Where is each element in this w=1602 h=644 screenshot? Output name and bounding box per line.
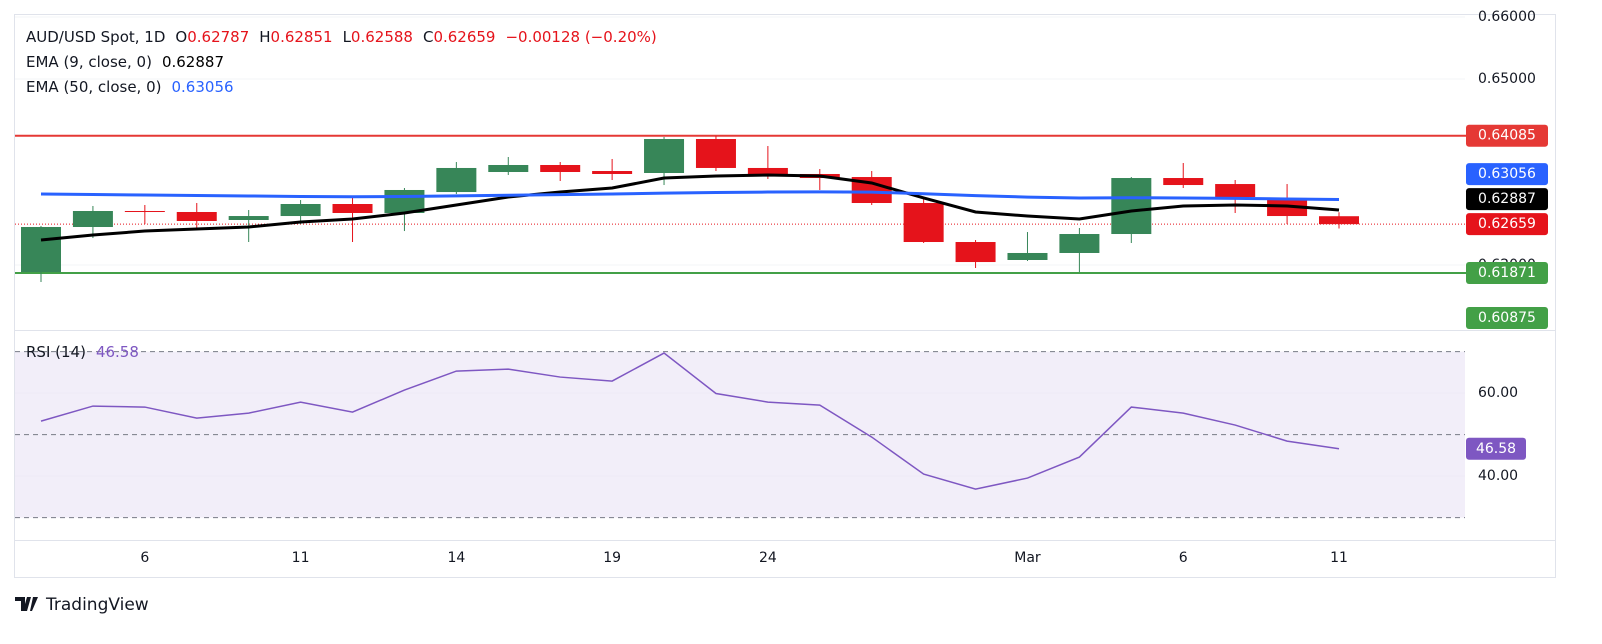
candle-body bbox=[1007, 252, 1048, 260]
ema-line bbox=[40, 190, 1340, 202]
x-tick-label: 19 bbox=[603, 550, 621, 566]
candle-body bbox=[124, 211, 165, 213]
price-label: 0.60875 bbox=[1478, 310, 1536, 326]
candle-body bbox=[21, 227, 61, 273]
candle-body bbox=[1215, 184, 1256, 197]
price-label: 0.62659 bbox=[1478, 216, 1536, 232]
change: −0.00128 (−0.20%) bbox=[505, 28, 656, 46]
rsi-line bbox=[40, 352, 1340, 490]
ohlc-value: 0.62787 bbox=[187, 28, 249, 46]
candle-body bbox=[176, 211, 217, 221]
candle-body bbox=[1059, 234, 1100, 253]
ema-value: 0.62887 bbox=[162, 53, 224, 71]
price-label-box bbox=[1466, 188, 1548, 211]
ohlc-value: 0.62659 bbox=[433, 28, 495, 46]
candle-body bbox=[903, 203, 944, 243]
rsi-legend: RSI (14) 46.58 bbox=[26, 343, 139, 361]
x-tick-label: 6 bbox=[140, 550, 149, 566]
candle-body bbox=[228, 216, 269, 220]
candle-body bbox=[695, 139, 736, 168]
price-label: 0.62887 bbox=[1478, 191, 1536, 207]
candle-body bbox=[592, 171, 633, 174]
rsi-label-box bbox=[1466, 437, 1526, 460]
ohlc-value: 0.62588 bbox=[351, 28, 413, 46]
ema-line bbox=[40, 173, 1340, 242]
ohlc-letter: C bbox=[423, 28, 433, 46]
candle-body bbox=[1111, 178, 1152, 235]
candle-body bbox=[72, 211, 113, 228]
candle-body bbox=[644, 139, 685, 173]
plot-layer bbox=[15, 16, 1466, 519]
price-label: 0.63056 bbox=[1478, 166, 1536, 182]
symbol: AUD/USD Spot, 1D bbox=[26, 28, 165, 46]
x-tick-label: 14 bbox=[447, 550, 465, 566]
candle-body bbox=[436, 167, 477, 193]
x-tick-label: 11 bbox=[1330, 550, 1348, 566]
ema-legend: EMA (50, close, 0) 0.63056 bbox=[26, 78, 234, 96]
candle-body bbox=[1163, 178, 1204, 186]
ohlc-letter: H bbox=[259, 28, 270, 46]
ema-legend: EMA (9, close, 0) 0.62887 bbox=[26, 53, 224, 71]
candle-body bbox=[747, 167, 788, 175]
candle-body bbox=[280, 204, 321, 217]
ema-label: EMA (9, close, 0) bbox=[26, 53, 152, 71]
x-tick-label: Mar bbox=[1014, 550, 1041, 566]
brand: TradingView bbox=[45, 595, 149, 615]
ohlc-value: 0.62851 bbox=[271, 28, 333, 46]
candle-body bbox=[540, 164, 581, 173]
price-label-box bbox=[1466, 213, 1548, 236]
y-tick-label: 0.65000 bbox=[1478, 71, 1536, 87]
price-label-box bbox=[1466, 307, 1548, 329]
price-label-box bbox=[1466, 163, 1548, 186]
x-tick-label: 6 bbox=[1179, 550, 1188, 566]
x-tick-label: 24 bbox=[759, 550, 777, 566]
logo-icon bbox=[15, 597, 38, 611]
ohlc-letter: L bbox=[343, 28, 352, 46]
frame bbox=[14, 14, 1556, 578]
candle-body bbox=[1319, 216, 1359, 225]
rsi-label: RSI (14) bbox=[26, 343, 86, 361]
ohlc-letter: O bbox=[175, 28, 187, 46]
header: AUD/USD Spot, 1D O0.62787 H0.62851 L0.62588… bbox=[26, 28, 657, 46]
price-label-box bbox=[1466, 262, 1548, 285]
candle-body bbox=[488, 164, 529, 173]
price-label: 0.64085 bbox=[1478, 128, 1536, 144]
ema-value: 0.63056 bbox=[172, 78, 234, 96]
y-tick-label: 40.00 bbox=[1478, 468, 1518, 484]
price-label: 0.61871 bbox=[1478, 265, 1536, 281]
rsi-value: 46.58 bbox=[96, 343, 139, 361]
rsi-label: 46.58 bbox=[1476, 441, 1516, 457]
y-tick-label: 0.66000 bbox=[1478, 9, 1536, 25]
logo: TradingView bbox=[15, 595, 149, 615]
x-tick-label: 11 bbox=[292, 550, 310, 566]
ema-label: EMA (50, close, 0) bbox=[26, 78, 162, 96]
y-tick-label: 60.00 bbox=[1478, 385, 1518, 401]
candle-body bbox=[332, 204, 373, 213]
price-label-box bbox=[1466, 124, 1548, 147]
candle-body bbox=[955, 242, 996, 263]
